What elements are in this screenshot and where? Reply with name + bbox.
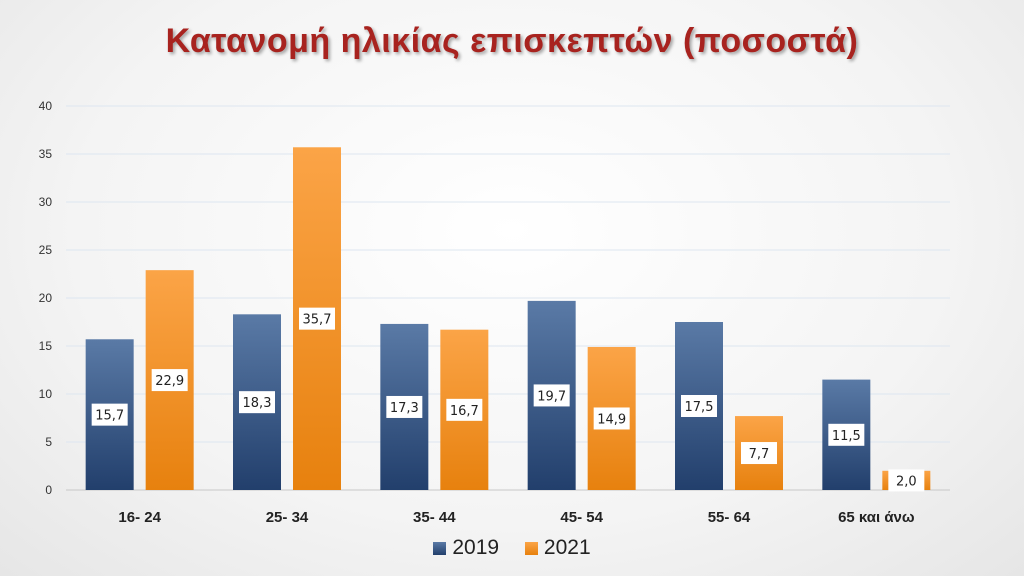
y-tick-label: 15 (39, 339, 53, 353)
axes: 0 5 10 15 20 25 30 35 40 16- 24 25- 34 35- 44 45- 54… (39, 99, 915, 526)
legend-swatch-2019 (433, 541, 447, 555)
legend-item-2021: 2021 (524, 536, 591, 560)
data-label: 16,7 (450, 404, 479, 419)
data-label-box (299, 307, 335, 330)
legend-swatch-2021 (524, 541, 538, 555)
legend-item-2019: 2019 (433, 536, 499, 560)
data-labels: 15,7 22,9 18,3 35,7 17,3 16,7 19,7 14,9 17,5 7,7 1… (91, 307, 925, 492)
data-label: 15,7 (95, 409, 124, 424)
chart-title: Κατανομή ηλικίας επισκεπτών (ποσοστά) (165, 22, 859, 60)
data-label: 7,7 (749, 447, 770, 462)
data-label-box (681, 395, 717, 417)
data-label-box (741, 442, 777, 465)
data-label: 22,9 (155, 374, 184, 389)
x-category-label: 16- 24 (118, 509, 161, 526)
data-label: 19,7 (537, 389, 566, 404)
data-label-box (888, 469, 925, 492)
data-label-box (593, 407, 630, 430)
data-label-box (151, 369, 188, 392)
data-label: 17,5 (685, 400, 714, 415)
y-tick-label: 35 (39, 147, 53, 161)
data-label: 11,5 (832, 429, 861, 444)
data-label-box (386, 395, 423, 418)
bar-chart: 15,7 22,9 18,3 35,7 17,3 16,7 19,7 14,9 17,5 7,7 1… (39, 99, 950, 526)
x-category-label: 45- 54 (560, 509, 603, 526)
data-label-box (533, 384, 570, 407)
data-label: 35,7 (303, 313, 332, 328)
legend-label-2021: 2021 (543, 536, 591, 559)
y-tick-label: 30 (39, 195, 53, 209)
x-category-label: 55- 64 (708, 509, 751, 526)
legend-label-2019: 2019 (452, 536, 500, 559)
y-tick-label: 5 (45, 435, 52, 449)
y-tick-label: 10 (39, 387, 53, 401)
data-label-box (239, 391, 275, 414)
data-label: 18,3 (243, 396, 272, 411)
data-label-box (91, 403, 128, 426)
data-label: 17,3 (390, 401, 419, 416)
data-label-box (446, 398, 483, 421)
y-tick-label: 20 (39, 291, 53, 305)
bars (85, 147, 931, 490)
x-category-label: 25- 34 (266, 509, 309, 526)
data-label: 2,0 (896, 474, 917, 489)
x-category-label: 65 και άνω (838, 509, 915, 526)
legend: 2019 2021 (0, 536, 1024, 561)
y-tick-label: 0 (45, 483, 52, 497)
y-tick-label: 40 (39, 99, 53, 113)
data-label: 14,9 (597, 412, 626, 427)
y-tick-label: 25 (39, 243, 53, 257)
gridlines (66, 105, 950, 491)
x-category-label: 35- 44 (413, 509, 456, 526)
data-label-box (828, 423, 865, 446)
